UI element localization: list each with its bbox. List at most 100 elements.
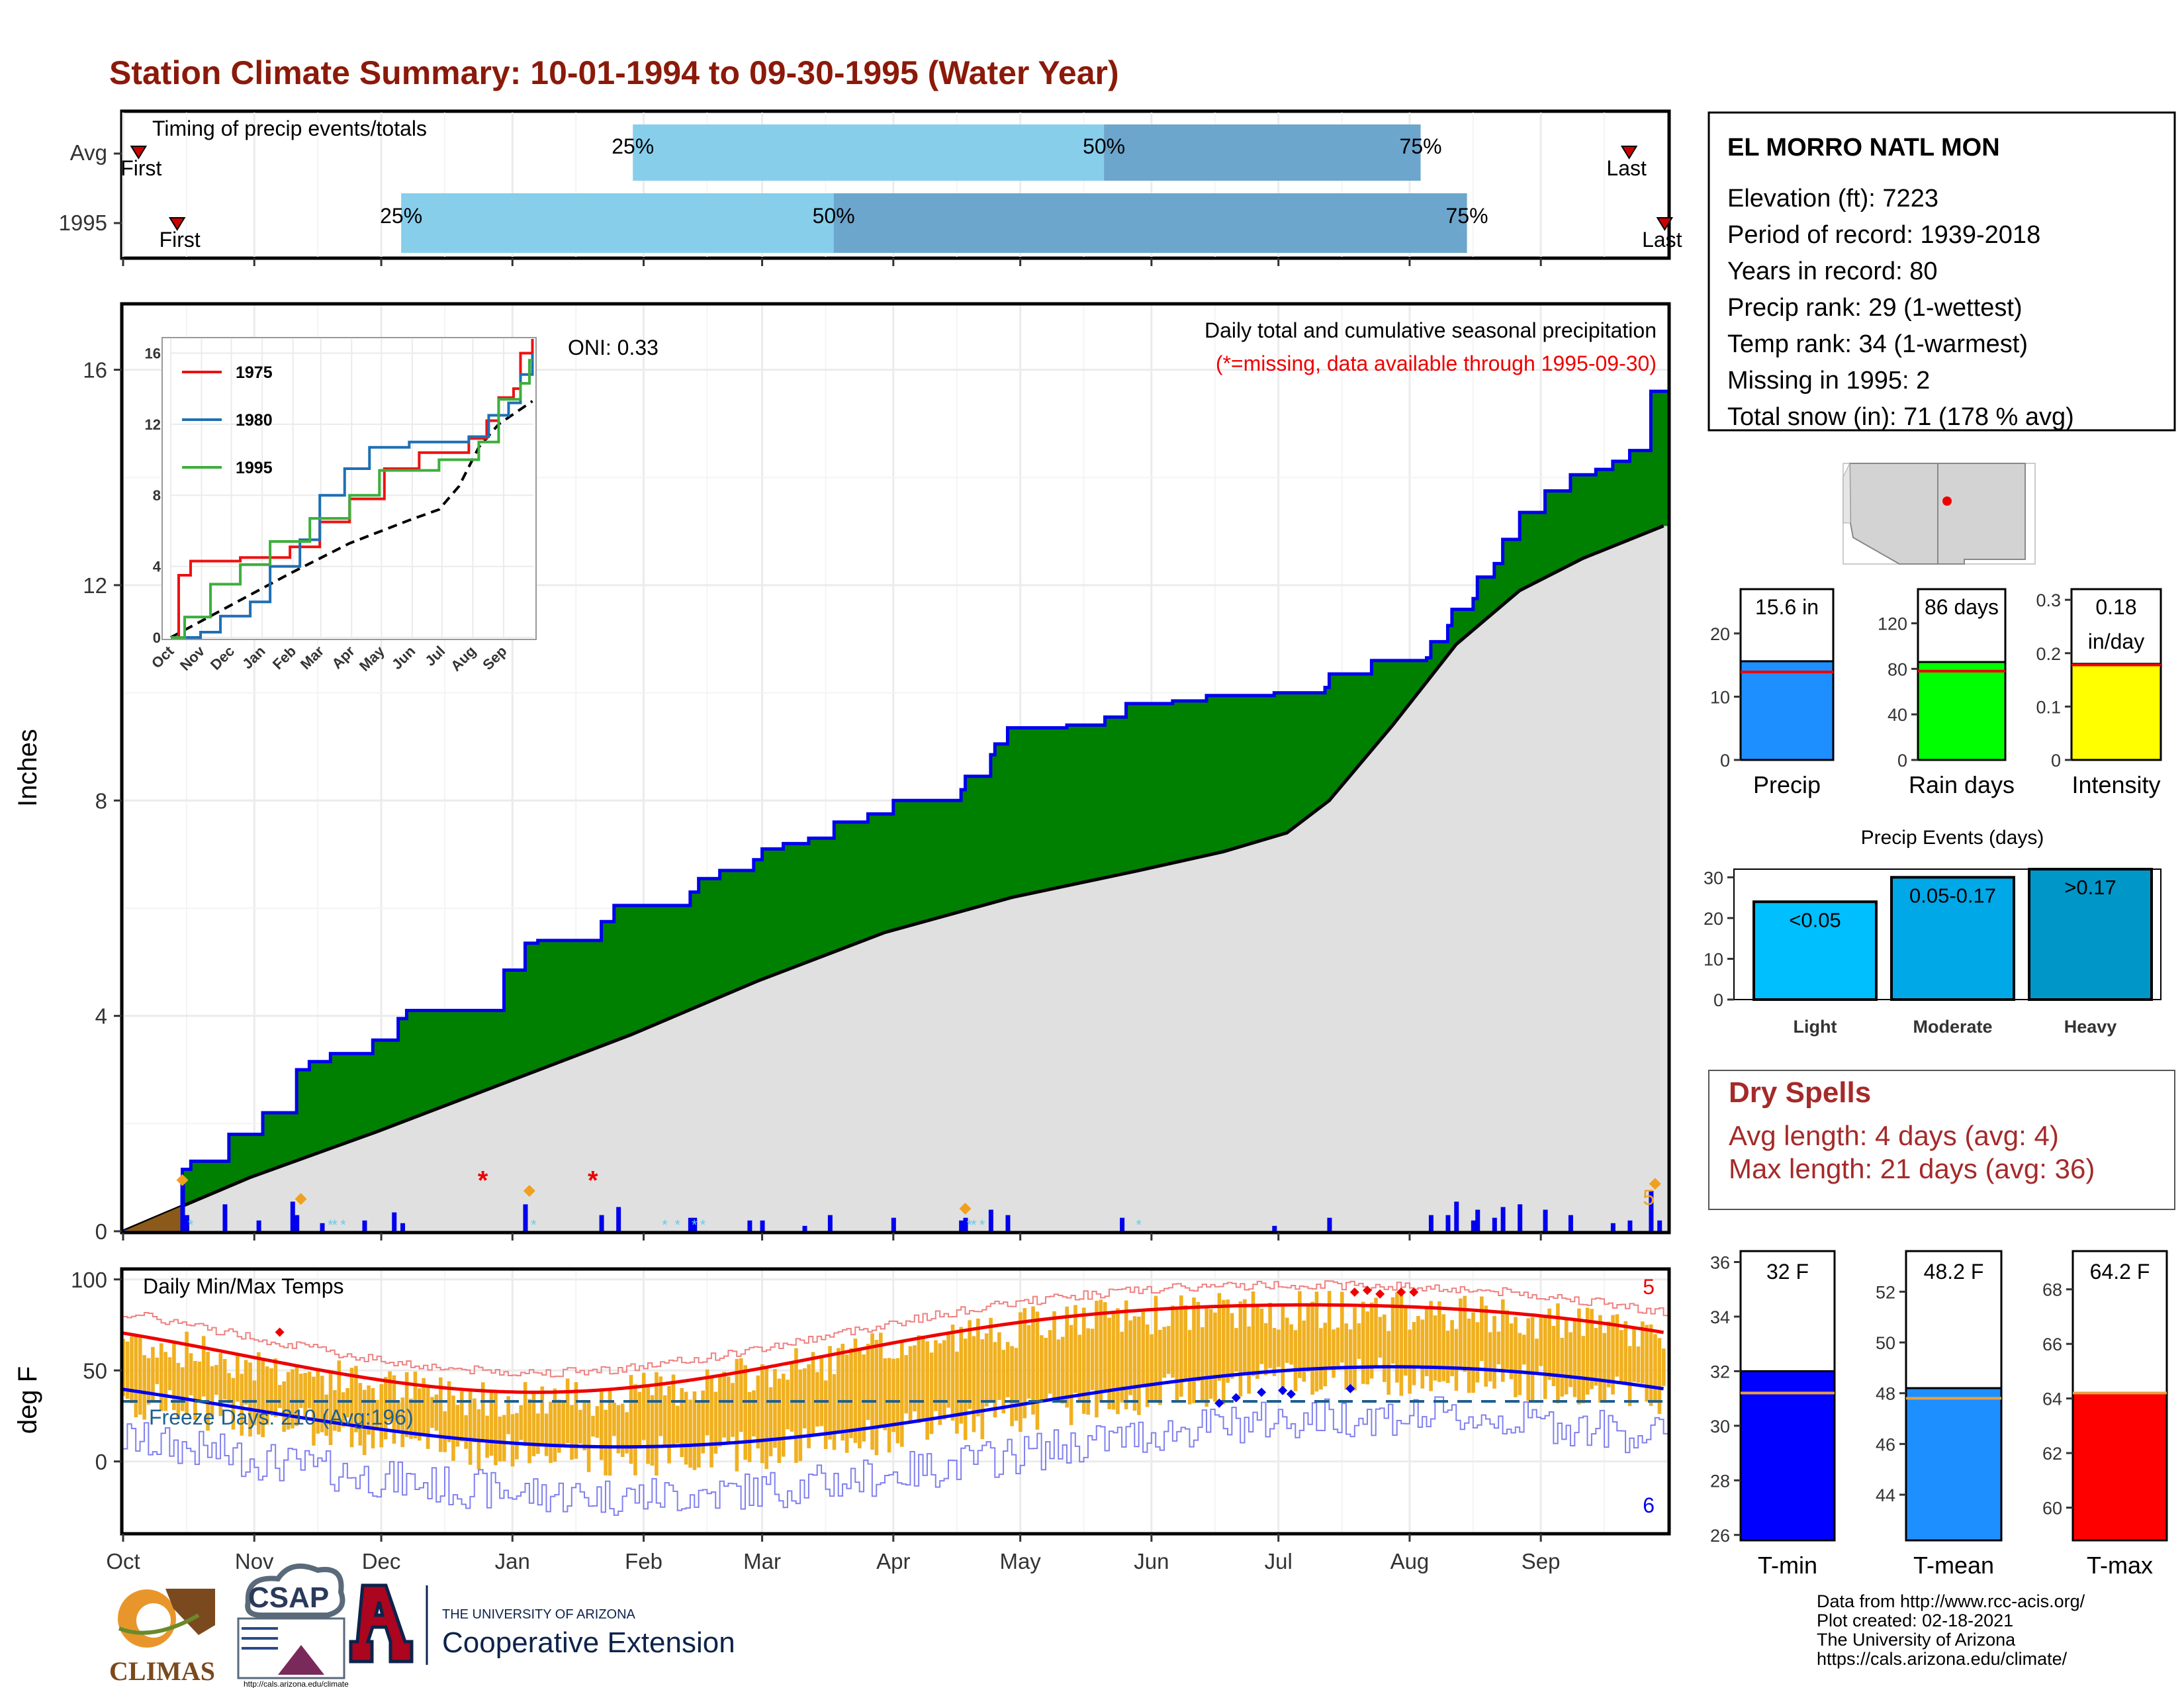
daily-temp-bar (1585, 1307, 1590, 1395)
daily-temp-bar (193, 1360, 197, 1421)
daily-temp-bar (756, 1375, 760, 1449)
daily-temp-bar (1357, 1323, 1361, 1359)
daily-temp-bar (959, 1327, 964, 1424)
daily-temp-bar (383, 1377, 388, 1440)
snow-flake-marker: * (967, 1217, 973, 1233)
daily-temp-bar (218, 1352, 223, 1417)
daily-temp-bar (815, 1372, 819, 1427)
snow-flake-marker: * (971, 1217, 977, 1233)
daily-temp-bar (680, 1387, 684, 1458)
daily-temp-bar (701, 1390, 705, 1454)
timing-bar-q25-q50 (401, 193, 834, 253)
timing-panel: Timing of precip events/totals Avg 1995 … (59, 109, 1682, 266)
daily-temp-bar (295, 1364, 299, 1427)
daily-temp-bar (1281, 1307, 1285, 1395)
daily-precip-bar (222, 1204, 228, 1231)
daily-temp-bar (464, 1415, 468, 1449)
daily-temp-bar (354, 1366, 358, 1432)
daily-temp-bar (565, 1378, 570, 1444)
daily-temp-bar (510, 1414, 515, 1467)
events-y-tick: 20 (1704, 909, 1723, 929)
daily-temp-bar (963, 1338, 968, 1440)
daily-temp-bar (671, 1374, 676, 1446)
daily-temp-bar (1382, 1314, 1387, 1382)
daily-temp-bar (904, 1355, 908, 1414)
daily-temp-bar (1530, 1317, 1535, 1401)
daily-temp-bar (659, 1376, 663, 1436)
bar-y-tick: 66 (2042, 1335, 2062, 1354)
daily-temp-bar (1116, 1308, 1120, 1415)
events-bar-label: Moderate (1913, 1017, 1992, 1037)
daily-temp-bar (1019, 1312, 1023, 1432)
daily-temp-bar (345, 1387, 349, 1418)
daily-temp-bar (123, 1338, 125, 1396)
daily-precip-bar (1475, 1209, 1480, 1231)
daily-temp-bar (1657, 1338, 1662, 1414)
daily-temp-bar (1547, 1308, 1551, 1380)
daily-temp-bar (1365, 1311, 1369, 1385)
daily-temp-bar (341, 1392, 345, 1427)
daily-temp-bar (1615, 1314, 1619, 1377)
daily-precip-bar (1492, 1217, 1497, 1231)
daily-precip-bar (400, 1223, 406, 1231)
bar-category-label: T-max (2087, 1552, 2153, 1579)
daily-temp-bar (1048, 1330, 1052, 1394)
daily-temp-bar (612, 1402, 616, 1436)
daily-temp-bar (468, 1390, 473, 1465)
daily-temp-bar (240, 1374, 244, 1436)
daily-temp-bar (1099, 1299, 1103, 1403)
x-tick-label-Jan: Jan (495, 1549, 530, 1573)
events-bar-label: Light (1794, 1017, 1837, 1037)
daily-temp-bar (1158, 1329, 1162, 1405)
daily-temp-bar (146, 1358, 151, 1405)
daily-temp-bar (968, 1320, 972, 1409)
daily-temp-bar (333, 1389, 337, 1431)
daily-precip-bar (290, 1201, 295, 1231)
inset-y-tick: 16 (145, 345, 161, 361)
daily-temp-bar (1556, 1303, 1560, 1404)
daily-temp-bar (781, 1374, 786, 1457)
timing-row-label-avg: Avg (70, 140, 107, 165)
bar-value (1739, 660, 1835, 761)
daily-temp-bar (582, 1402, 587, 1450)
daily-temp-bar (1323, 1323, 1328, 1387)
record-low-marker (1257, 1387, 1267, 1397)
daily-temp-bar (185, 1331, 189, 1415)
station-info-line: Years in record: 80 (1727, 258, 1938, 285)
daily-temp-bar (739, 1358, 743, 1432)
x-tick-label-Nov: Nov (235, 1549, 274, 1573)
daily-temp-bar (735, 1358, 739, 1472)
daily-temp-bar (536, 1413, 540, 1454)
daily-temp-bar (1551, 1325, 1556, 1386)
x-tick-label-Mar: Mar (743, 1549, 781, 1573)
daily-temp-bar (1441, 1314, 1446, 1382)
daily-temp-bar (595, 1406, 600, 1438)
inset-series-1995 (171, 359, 533, 639)
snow-flake-marker: * (700, 1217, 706, 1233)
daily-temp-bar (1459, 1298, 1463, 1370)
daily-temp-bar (1450, 1320, 1454, 1376)
y-tick-label: 50 (83, 1358, 107, 1383)
daily-temp-bar (1107, 1317, 1111, 1409)
x-tick-label-May: May (999, 1549, 1041, 1573)
daily-temp-bar (1285, 1317, 1289, 1363)
events-bar-range: 0.05-0.17 (1909, 884, 1996, 907)
daily-temp-bar (1514, 1317, 1518, 1397)
daily-temp-bar (929, 1352, 934, 1434)
daily-precip-bar (988, 1209, 993, 1231)
daily-temp-bar (1416, 1315, 1420, 1368)
daily-temp-bar (151, 1346, 155, 1401)
daily-temp-bar (625, 1412, 629, 1454)
summary-bar-intensity: 0 0.1 0.2 0.3 0.18 in/day Intensity (2036, 588, 2162, 798)
daily-temp-bar (684, 1391, 688, 1465)
daily-temp-bar (252, 1380, 257, 1425)
daily-temp-bar (176, 1362, 181, 1419)
daily-temp-bar (823, 1380, 828, 1450)
daily-temp-bar (180, 1367, 185, 1411)
x-tick-label-Jul: Jul (1265, 1549, 1293, 1573)
events-bar-range: <0.05 (1789, 908, 1841, 931)
daily-temp-bar (1348, 1329, 1353, 1388)
temp-summary-bar-charts: 26 28 30 32 34 36 32 F T-min 44 46 48 50 52 48.2 F T-m… (1710, 1250, 2168, 1579)
daily-temp-bar (553, 1388, 557, 1462)
bar-y-tick: 64 (2042, 1389, 2062, 1409)
